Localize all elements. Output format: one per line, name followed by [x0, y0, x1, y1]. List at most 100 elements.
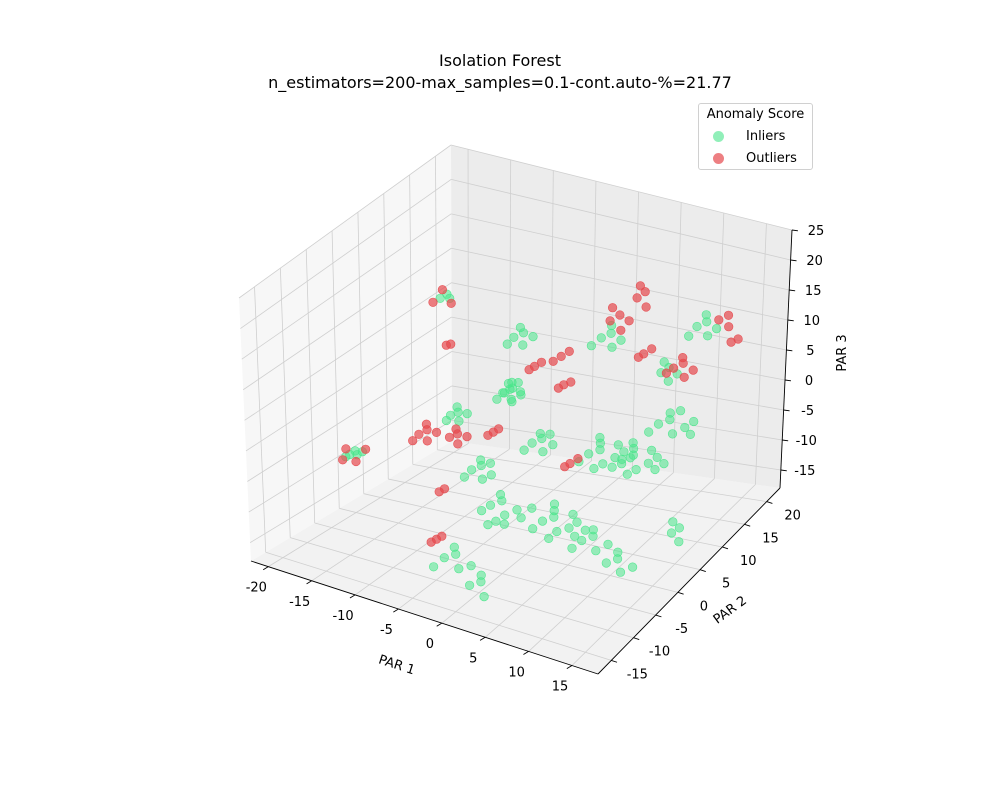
- inlier-point: [485, 458, 496, 468]
- inlier-point: [512, 505, 522, 515]
- y-tick-label: 15: [762, 531, 779, 546]
- inlier-point: [644, 427, 654, 437]
- z-axis-label: PAR 3: [835, 334, 850, 371]
- inlier-point: [500, 510, 510, 520]
- y-grid-left: [254, 286, 267, 553]
- inlier-point: [528, 332, 538, 342]
- inlier-point: [476, 577, 486, 587]
- x-tick: [436, 622, 443, 627]
- x-tick-label: -20: [246, 581, 267, 596]
- y-grid-floor: [290, 537, 634, 639]
- x-tick: [523, 651, 529, 655]
- inlier-point: [613, 440, 623, 450]
- inlier-point: [507, 383, 518, 393]
- inlier-point: [603, 539, 613, 550]
- x-grid-floor: [484, 472, 674, 638]
- chart-title: Isolation Forest: [439, 51, 561, 70]
- outlier-point: [361, 444, 371, 454]
- legend-item-inliers: Inliers: [713, 127, 785, 145]
- inlier-point: [631, 465, 641, 475]
- x-grid-floor: [354, 454, 551, 596]
- y-axis-line: [597, 487, 781, 675]
- outlier-point: [338, 455, 348, 465]
- outlier-point: [615, 310, 625, 320]
- outlier-point: [668, 363, 679, 373]
- inlier-point: [451, 549, 461, 559]
- x-grid-back: [591, 181, 597, 461]
- inlier-point: [552, 526, 562, 537]
- inlier-point: [595, 445, 605, 455]
- legend-item-outliers: Outliers: [713, 149, 797, 167]
- z-tick: [780, 469, 787, 472]
- z-grid-back: [451, 247, 788, 321]
- inlier-point: [680, 422, 690, 433]
- outlier-point: [536, 357, 547, 367]
- x-tick-label: -15: [289, 595, 310, 610]
- inlier-point: [454, 416, 464, 426]
- inlier-point: [674, 523, 685, 533]
- inlier-point: [606, 328, 616, 338]
- outlier-point: [556, 351, 566, 362]
- outlier-point: [647, 344, 657, 354]
- z-grid-left: [240, 179, 452, 329]
- legend-label-inliers: Inliers: [746, 128, 786, 144]
- inlier-point: [477, 506, 487, 516]
- y-tick-label: 20: [784, 509, 801, 524]
- x-grid-floor: [268, 443, 469, 567]
- z-tick-label: 10: [804, 314, 821, 329]
- y-tick: [633, 637, 640, 640]
- outlier-point: [462, 432, 472, 442]
- y-grid-left: [279, 268, 291, 538]
- outlier-point: [414, 429, 424, 439]
- y-tick-label: -10: [649, 645, 670, 660]
- inlier-point: [570, 531, 580, 541]
- inlier-point: [577, 535, 587, 546]
- inlier-point: [476, 460, 486, 471]
- inlier-point: [702, 317, 712, 327]
- x-tick-label: 10: [508, 665, 525, 680]
- x-tick: [306, 580, 312, 585]
- inlier-point: [666, 528, 677, 538]
- inlier-point: [549, 512, 559, 522]
- z-tick: [790, 259, 797, 262]
- inlier-point: [684, 331, 694, 341]
- z-tick: [783, 409, 790, 412]
- z-grid-left: [238, 144, 452, 299]
- inlier-point: [568, 509, 578, 520]
- z-grid-back: [451, 351, 784, 411]
- y-grid-floor: [314, 522, 656, 616]
- outlier-point: [529, 361, 540, 372]
- inlier-point: [485, 500, 496, 510]
- outlier-point: [422, 436, 432, 446]
- inlier-point: [586, 341, 597, 351]
- outliers-series: [338, 281, 743, 547]
- inlier-point: [653, 419, 664, 429]
- legend-label-outliers: Outliers: [746, 150, 797, 166]
- inlier-point: [663, 376, 673, 386]
- inlier-point: [544, 533, 554, 544]
- inlier-point: [643, 458, 654, 468]
- z-tick-label: -15: [794, 464, 815, 479]
- z-tick-label: 25: [808, 224, 825, 239]
- x-grid-back: [550, 170, 554, 456]
- inlier-point: [617, 454, 627, 464]
- outlier-point: [624, 316, 634, 326]
- inlier-point: [509, 332, 519, 342]
- y-grid-floor: [265, 551, 612, 661]
- inlier-point: [652, 452, 662, 463]
- outlier-point: [341, 444, 351, 454]
- legend-title: Anomaly Score: [706, 107, 805, 122]
- inlier-point: [491, 516, 501, 526]
- x-grid-floor: [398, 460, 592, 610]
- z-tick: [787, 319, 794, 322]
- outlier-point: [439, 484, 450, 494]
- x-grid-back: [714, 212, 725, 479]
- inlier-point: [538, 447, 548, 457]
- inlier-point: [659, 459, 669, 469]
- outlier-point: [548, 356, 558, 366]
- outlier-point: [679, 372, 689, 382]
- inlier-point: [548, 440, 558, 450]
- inlier-point: [454, 564, 464, 574]
- inlier-point: [516, 513, 526, 523]
- z-grid-left: [244, 282, 452, 421]
